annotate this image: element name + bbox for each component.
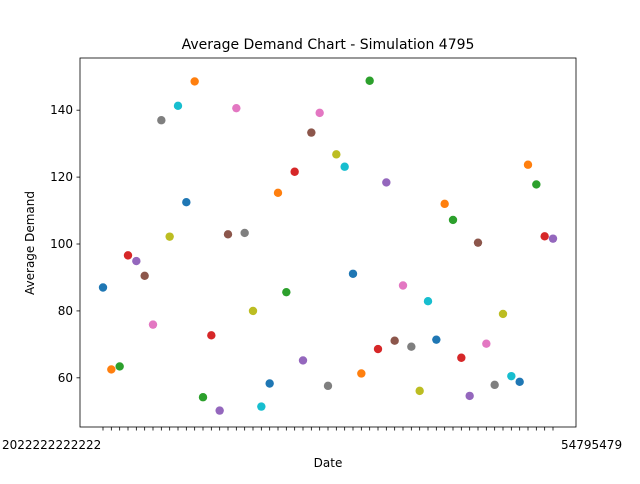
data-point [382, 178, 391, 187]
data-point [415, 386, 424, 396]
data-points [98, 76, 558, 415]
data-point [132, 256, 141, 266]
data-point [115, 362, 124, 371]
data-point [332, 150, 341, 159]
y-tick-label: 100 [50, 237, 73, 251]
data-point [365, 76, 374, 85]
data-point [198, 393, 208, 402]
data-point [182, 197, 191, 207]
data-point [523, 160, 533, 169]
data-point [123, 251, 133, 260]
data-point [482, 339, 491, 348]
data-point [240, 228, 249, 238]
data-point [440, 199, 449, 209]
data-point [298, 356, 308, 365]
data-point [407, 342, 416, 351]
data-point [507, 371, 516, 381]
chart-title: Average Demand Chart - Simulation 4795 [182, 37, 475, 53]
data-point [465, 391, 474, 401]
data-point [98, 283, 108, 292]
data-point [223, 230, 233, 239]
data-point [265, 379, 274, 388]
data-point [323, 381, 333, 391]
data-point [273, 188, 283, 198]
data-point [540, 232, 549, 241]
data-point [515, 377, 524, 387]
data-point [357, 369, 366, 378]
data-point [282, 287, 291, 297]
data-point [232, 103, 241, 113]
data-point [423, 297, 433, 306]
data-point [157, 116, 166, 125]
y-axis-ticks: 60 80 100 120 140 [50, 103, 80, 385]
data-point [448, 215, 458, 225]
data-point [348, 269, 358, 278]
data-point [165, 232, 174, 241]
data-point [373, 344, 383, 354]
data-point [257, 402, 266, 411]
data-point [207, 331, 216, 340]
x-axis-label: Date [314, 456, 343, 470]
data-point [107, 365, 116, 374]
x-tick-label-cluster-right: 54795479 [561, 438, 622, 452]
plot-area-frame [79, 57, 577, 428]
data-point [215, 406, 224, 415]
data-point [532, 180, 541, 189]
data-point [548, 234, 558, 243]
data-point [432, 335, 441, 344]
data-point [390, 336, 399, 345]
data-point [315, 108, 324, 118]
data-point [140, 271, 149, 280]
data-point [307, 128, 316, 137]
x-axis-ticks [102, 427, 554, 431]
data-point [190, 77, 199, 86]
y-tick-label: 80 [58, 304, 73, 318]
data-point [173, 101, 183, 111]
y-tick-label: 120 [50, 170, 73, 184]
data-point [473, 238, 483, 247]
data-point [457, 353, 466, 362]
y-axis-label: Average Demand [23, 191, 37, 295]
x-tick-label-cluster-left: 2022222222222 [2, 438, 101, 452]
data-point [248, 306, 258, 316]
data-point [148, 320, 158, 329]
data-point [398, 281, 408, 290]
y-tick-label: 60 [58, 371, 73, 385]
data-point [490, 380, 499, 390]
data-point [498, 309, 508, 319]
data-point [290, 167, 299, 176]
y-tick-label: 140 [50, 103, 73, 117]
data-point [340, 162, 349, 171]
